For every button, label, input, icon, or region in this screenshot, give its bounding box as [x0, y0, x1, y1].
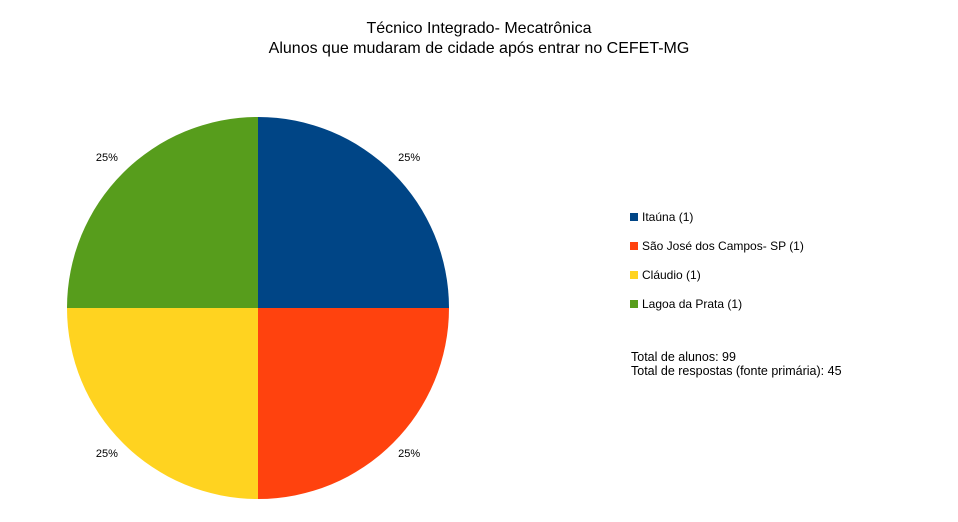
- slice-percent-label: 25%: [398, 448, 420, 460]
- chart-subtitle: Alunos que mudaram de cidade após entrar…: [268, 40, 690, 57]
- legend-swatch: [630, 270, 638, 279]
- legend-item: Cláudio (1): [630, 267, 804, 296]
- slice-percent-label: 25%: [398, 152, 420, 164]
- total-responses-note: Total de respostas (fonte primária): 45: [631, 364, 842, 378]
- pie-slice: [67, 308, 258, 499]
- chart-notes: Total de alunos: 99 Total de respostas (…: [631, 350, 842, 378]
- pie-slice: [67, 117, 258, 308]
- legend-label: São José dos Campos- SP (1): [642, 239, 804, 253]
- legend-label: Cláudio (1): [642, 268, 701, 282]
- legend-item: Itaúna (1): [630, 209, 804, 238]
- legend-swatch: [630, 212, 638, 221]
- legend: Itaúna (1) São José dos Campos- SP (1) C…: [630, 209, 804, 325]
- total-students-note: Total de alunos: 99: [631, 350, 736, 364]
- chart-title: Técnico Integrado- Mecatrônica: [366, 20, 592, 37]
- pie-slice: [258, 117, 449, 308]
- legend-item: Lagoa da Prata (1): [630, 296, 804, 325]
- slice-percent-label: 25%: [96, 448, 118, 460]
- legend-label: Lagoa da Prata (1): [642, 297, 743, 311]
- legend-swatch: [630, 299, 638, 308]
- legend-label: Itaúna (1): [642, 210, 694, 224]
- legend-item: São José dos Campos- SP (1): [630, 238, 804, 267]
- legend-swatch: [630, 241, 638, 250]
- pie-slice: [258, 308, 449, 499]
- slice-percent-label: 25%: [96, 152, 118, 164]
